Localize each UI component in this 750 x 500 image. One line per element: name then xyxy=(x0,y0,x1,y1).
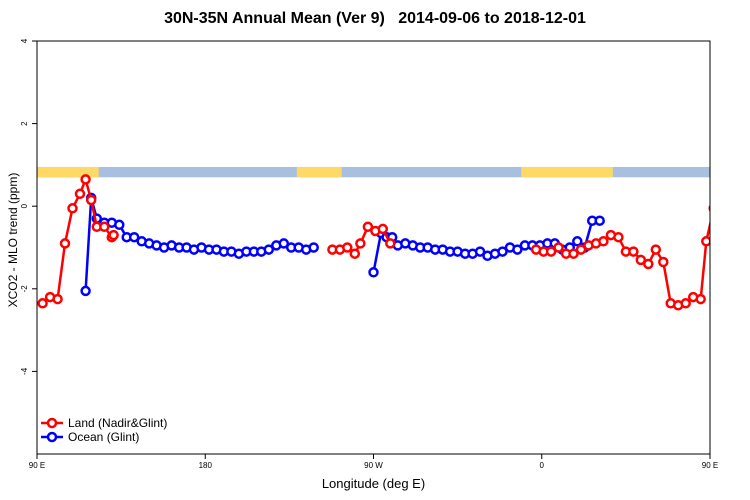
ocean-data-point xyxy=(263,244,275,255)
land-data-point xyxy=(37,298,48,309)
ocean-data-point xyxy=(745,219,750,227)
y-tick-label: -4 xyxy=(20,367,29,375)
land-data-point xyxy=(355,238,366,249)
land-data-point xyxy=(658,256,669,268)
land-data-point xyxy=(628,246,639,257)
x-tick-label: 90 E xyxy=(702,461,718,470)
land-data-point xyxy=(708,204,710,213)
ocean-data-point xyxy=(278,238,290,249)
x-tick-label: 180 xyxy=(199,461,213,470)
land-data-point xyxy=(745,223,750,231)
ocean-data-point xyxy=(497,246,508,257)
land-strip-segment xyxy=(37,166,92,178)
land-data-point xyxy=(575,244,587,255)
ocean-data-point xyxy=(474,246,486,257)
land-data-point xyxy=(613,231,624,243)
land-data-point xyxy=(734,196,742,204)
land-data-point xyxy=(719,190,727,198)
land-data-point xyxy=(545,246,557,257)
ocean-data-point xyxy=(719,287,727,295)
legend-land-label: Land (Nadir&Glint) xyxy=(68,416,167,430)
land-data-point xyxy=(701,236,710,247)
land-data-point xyxy=(342,242,353,253)
ocean-series-line xyxy=(723,198,750,291)
y-tick-label: 4 xyxy=(20,38,29,43)
legend-box xyxy=(38,413,188,453)
chart-title: 30N-35N Annual Mean (Ver 9) 2014-09-06 t… xyxy=(164,10,586,27)
legend-land-swatch-marker xyxy=(46,417,58,429)
land-data-point xyxy=(59,238,71,249)
legend: Land (Nadir&Glint) Ocean (Glint) xyxy=(38,413,188,453)
land-data-point xyxy=(362,221,374,233)
land-data-point xyxy=(553,242,564,253)
y-tick-label: 2 xyxy=(20,121,29,126)
land-data-point xyxy=(568,248,579,259)
land-data-point xyxy=(99,221,110,233)
land-data-point xyxy=(695,293,706,305)
legend-entry-land: Land (Nadir&Glint) xyxy=(41,416,167,430)
land-data-point xyxy=(680,298,691,309)
y-tick-label: -2 xyxy=(20,285,29,293)
land-strip-segment xyxy=(521,166,613,178)
land-data-point xyxy=(108,229,119,241)
land-data-point xyxy=(635,254,647,266)
legend-ocean-label: Ocean (Glint) xyxy=(68,430,139,444)
land-data-point xyxy=(643,258,654,270)
ocean-data-point xyxy=(738,219,746,227)
land-data-point xyxy=(80,174,91,185)
ocean-data-point xyxy=(730,215,738,223)
ocean-data-point xyxy=(594,215,605,226)
land-data-point xyxy=(85,194,97,206)
land-data-point xyxy=(738,223,746,231)
land-data-point xyxy=(377,223,389,235)
plot-frame xyxy=(36,40,711,455)
land-data-point xyxy=(52,293,63,305)
land-data-point xyxy=(74,188,86,200)
ocean-data-point xyxy=(368,267,379,278)
land-strip-segment xyxy=(296,166,342,178)
y-tick-label: 0 xyxy=(20,203,29,208)
ocean-data-point xyxy=(512,244,523,255)
land-data-point xyxy=(385,238,396,249)
land-data-point xyxy=(727,175,735,183)
ocean-data-point xyxy=(128,231,140,243)
x-tick-label: 90 E xyxy=(29,461,45,470)
land-strip-segment xyxy=(91,166,99,178)
land-data-point xyxy=(67,203,78,214)
ocean-data-point xyxy=(80,285,91,297)
ocean-data-point xyxy=(308,242,319,253)
ocean-data-point xyxy=(725,194,733,202)
ocean-data-point xyxy=(572,236,583,247)
x-tick-label: 0 xyxy=(540,461,545,470)
series-layer xyxy=(37,174,750,311)
land-data-point xyxy=(598,236,609,247)
axes-layer: 90 E 180 90 W 0 90 E -4 -2 0 2 4 xyxy=(20,38,718,470)
x-tick-label: 90 W xyxy=(364,461,383,470)
land-data-point xyxy=(650,244,662,255)
ocean-strip-band xyxy=(37,166,710,178)
land-series-line xyxy=(535,219,710,307)
legend-entry-ocean: Ocean (Glint) xyxy=(41,430,139,444)
x-axis-label: Longitude (deg E) xyxy=(321,476,426,491)
legend-ocean-swatch-marker xyxy=(46,431,58,443)
land-data-point xyxy=(349,248,361,259)
ocean-data-point xyxy=(114,219,125,231)
land-ocean-strip xyxy=(37,166,710,178)
y-axis-label: XCO2 - MLO trend (ppm) xyxy=(6,172,20,308)
